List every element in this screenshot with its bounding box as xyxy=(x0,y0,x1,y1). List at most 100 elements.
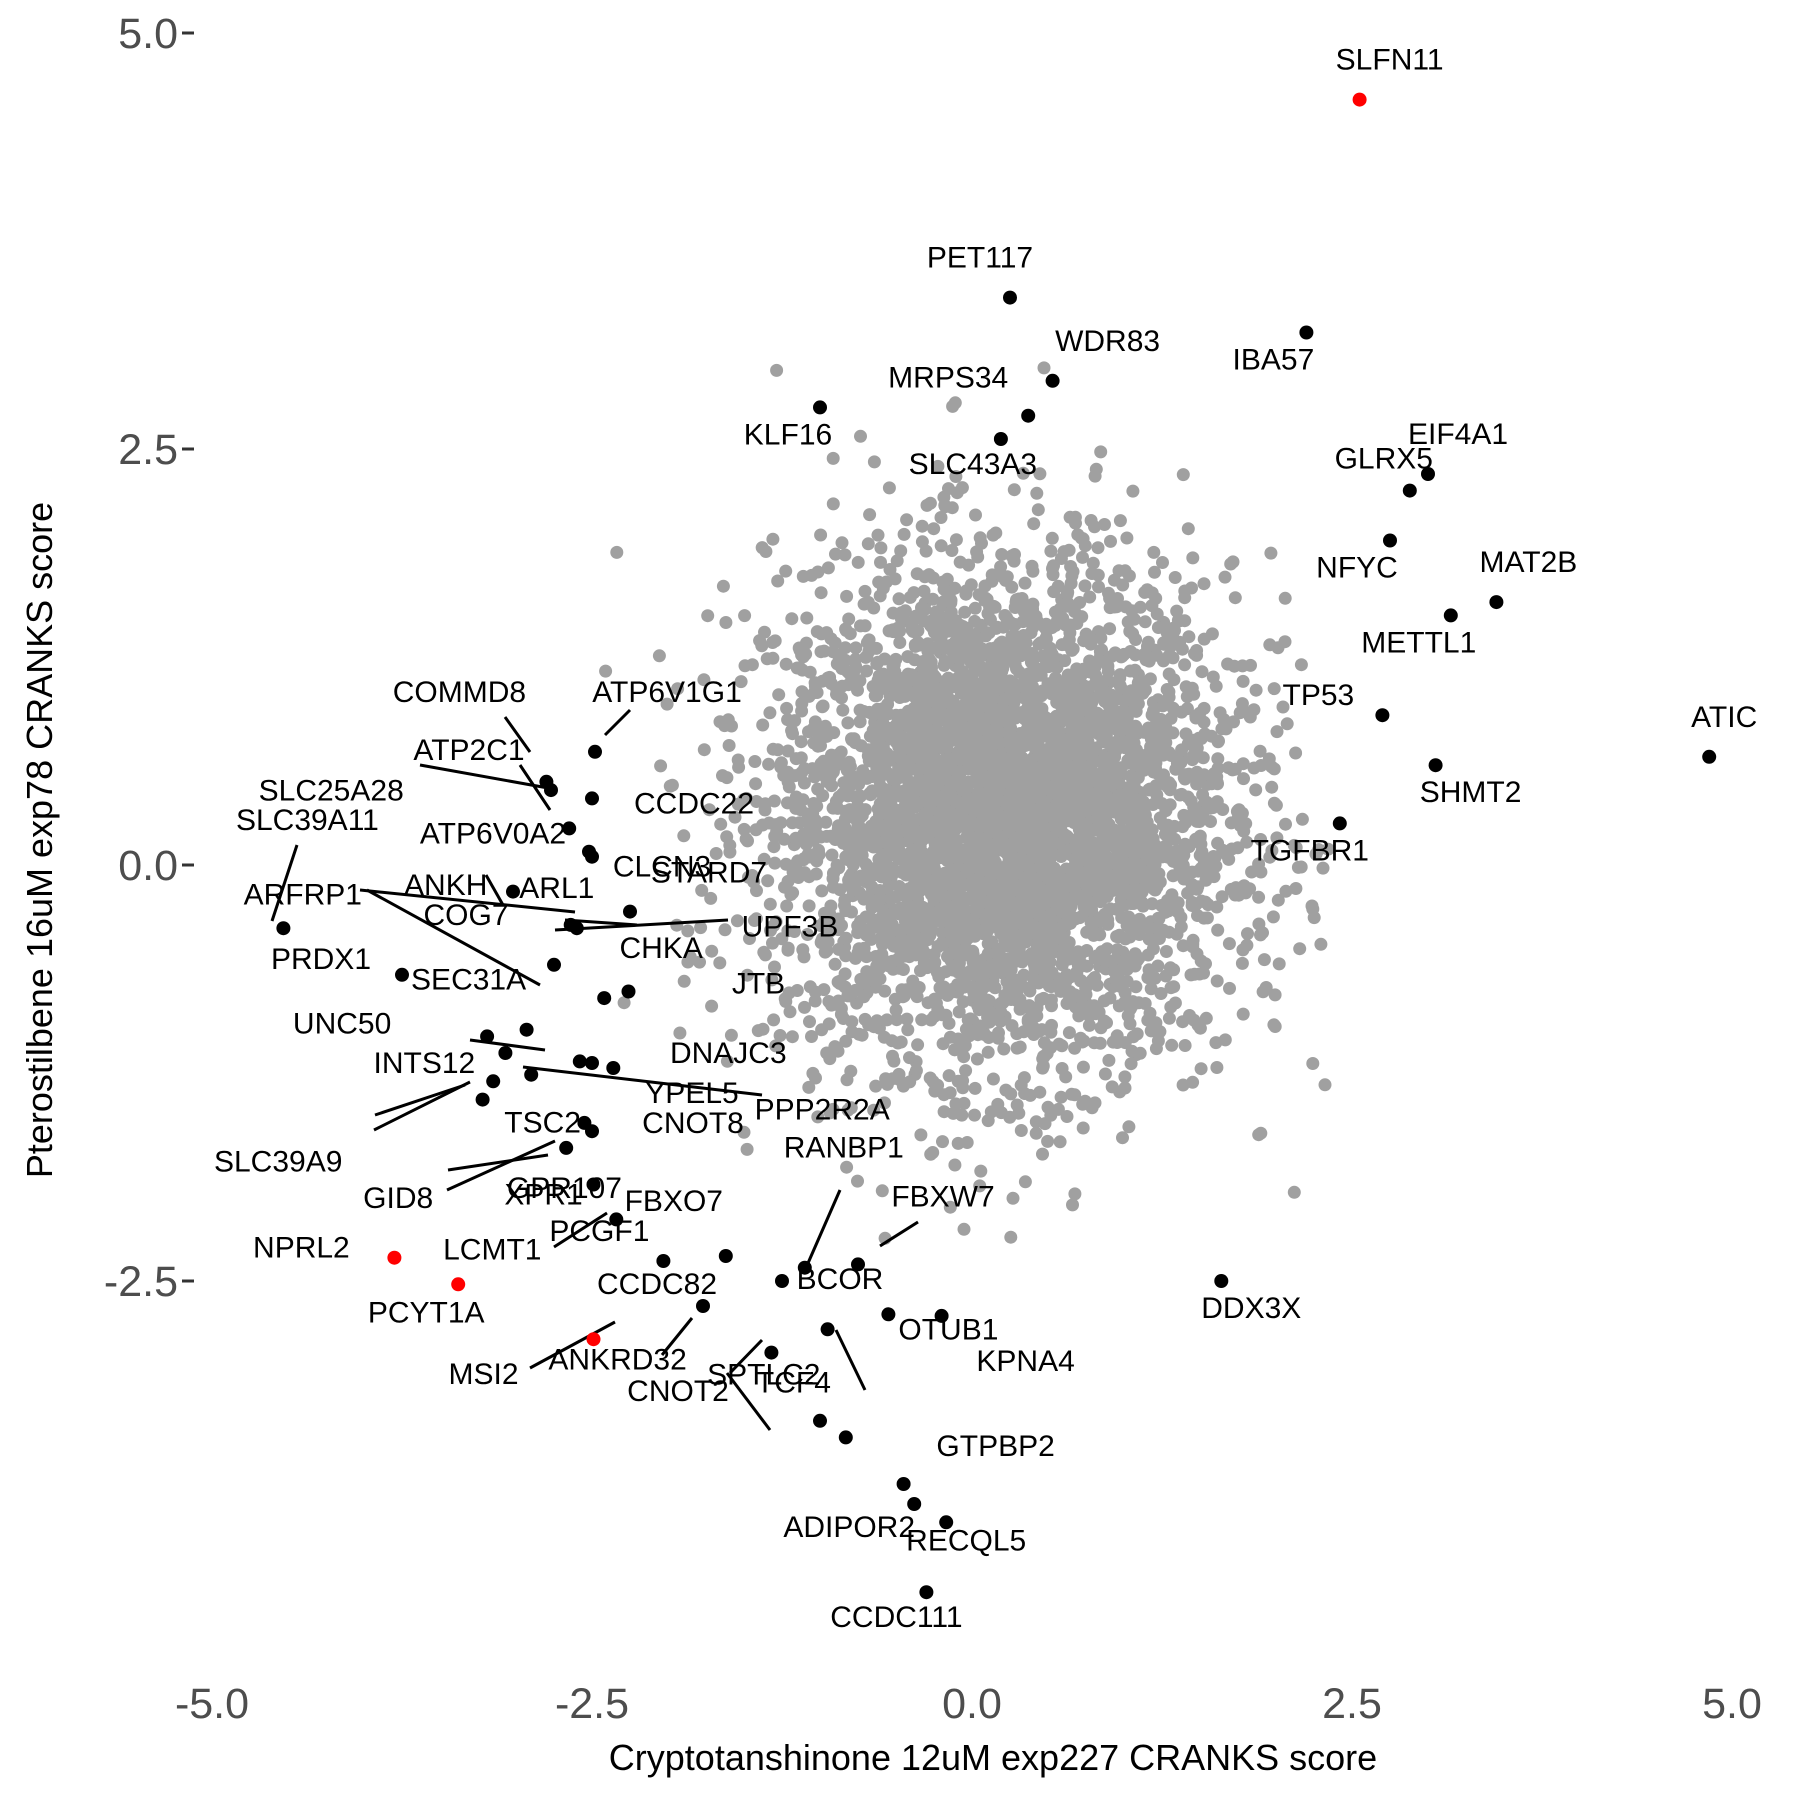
background-point xyxy=(798,866,812,880)
background-point xyxy=(1085,695,1099,709)
background-point xyxy=(1032,852,1046,866)
background-point xyxy=(1123,705,1137,719)
background-point xyxy=(927,947,941,961)
background-point xyxy=(971,1028,985,1042)
point-ranbp1 xyxy=(797,1260,812,1275)
background-point xyxy=(959,918,973,932)
background-point xyxy=(786,727,799,741)
background-point xyxy=(1025,838,1039,852)
background-point xyxy=(839,850,853,864)
background-point xyxy=(1025,905,1039,919)
background-point xyxy=(987,686,1000,699)
background-point xyxy=(1009,764,1023,778)
background-point xyxy=(1068,1187,1082,1201)
background-point xyxy=(1179,727,1193,741)
background-point xyxy=(1194,1062,1208,1076)
background-point xyxy=(969,853,983,867)
background-point xyxy=(1269,798,1283,812)
background-point xyxy=(903,1051,916,1065)
background-point xyxy=(1113,679,1127,693)
background-point xyxy=(697,743,711,757)
background-point xyxy=(1177,848,1191,862)
background-point xyxy=(816,699,830,713)
point-cnot8 xyxy=(585,1124,599,1139)
background-point xyxy=(795,766,809,780)
background-point xyxy=(1012,592,1026,606)
background-point xyxy=(814,739,827,753)
background-point xyxy=(1080,841,1094,855)
point-slc25a28 xyxy=(562,821,577,836)
background-point xyxy=(935,925,949,939)
background-point xyxy=(915,519,929,533)
background-point xyxy=(1092,580,1105,594)
background-point xyxy=(749,823,763,837)
background-point xyxy=(695,883,709,897)
point-ccdc82 xyxy=(696,1299,710,1313)
background-point xyxy=(1116,1131,1129,1145)
background-point xyxy=(780,899,794,913)
background-point xyxy=(798,1000,811,1014)
background-point xyxy=(652,649,666,663)
point-pcyt1a xyxy=(451,1277,466,1292)
background-point xyxy=(854,429,867,443)
background-point xyxy=(1068,510,1082,524)
background-point xyxy=(910,990,924,1004)
background-point xyxy=(909,907,923,921)
background-point xyxy=(860,664,873,678)
background-point xyxy=(814,528,828,542)
background-point xyxy=(873,884,887,897)
label-ints12: INTS12 xyxy=(374,1047,476,1080)
background-point xyxy=(1084,800,1098,814)
background-point xyxy=(991,675,1005,689)
background-point xyxy=(958,724,972,738)
background-point xyxy=(1084,916,1098,930)
label-commd8: COMMD8 xyxy=(393,676,526,709)
background-point xyxy=(966,886,980,900)
label-stard7: STARD7 xyxy=(651,857,767,890)
background-point xyxy=(902,826,916,840)
background-point xyxy=(730,914,744,928)
background-point xyxy=(1014,885,1028,899)
background-point xyxy=(889,890,903,904)
label-wdr83: WDR83 xyxy=(1055,325,1160,358)
background-point xyxy=(941,624,955,638)
background-point xyxy=(845,733,859,747)
background-point xyxy=(766,936,779,950)
background-point xyxy=(1110,1029,1124,1043)
background-point xyxy=(850,996,864,1010)
background-point xyxy=(1252,890,1266,904)
background-point xyxy=(820,729,834,743)
background-point xyxy=(826,451,840,465)
background-point xyxy=(681,924,695,938)
background-point xyxy=(883,769,897,782)
background-point xyxy=(901,1023,915,1037)
point-ints12 xyxy=(498,1046,513,1060)
background-point xyxy=(1159,721,1173,735)
background-point xyxy=(1017,1071,1031,1085)
background-point xyxy=(1241,927,1254,941)
background-point xyxy=(958,1039,972,1053)
background-point xyxy=(880,783,894,797)
background-point xyxy=(1171,613,1185,627)
point-tcf4 xyxy=(764,1345,779,1360)
background-point xyxy=(721,713,735,727)
point-slc39a9 xyxy=(486,1074,501,1089)
background-point xyxy=(724,1028,738,1042)
background-point xyxy=(973,531,987,545)
highlight-points-layer xyxy=(276,92,1717,1600)
background-point xyxy=(1245,865,1259,879)
x-tick-label: 5.0 xyxy=(1702,1680,1762,1728)
background-point xyxy=(1045,531,1059,545)
leader-line xyxy=(725,1372,772,1431)
background-point xyxy=(919,544,933,558)
background-point xyxy=(1174,920,1188,934)
background-point xyxy=(994,560,1008,574)
background-point xyxy=(831,923,845,937)
background-point xyxy=(774,756,788,770)
background-point xyxy=(998,705,1012,718)
background-point xyxy=(1116,578,1130,592)
background-point xyxy=(1053,685,1067,699)
background-point xyxy=(936,681,950,695)
background-point xyxy=(723,845,737,859)
background-point xyxy=(1002,809,1015,822)
